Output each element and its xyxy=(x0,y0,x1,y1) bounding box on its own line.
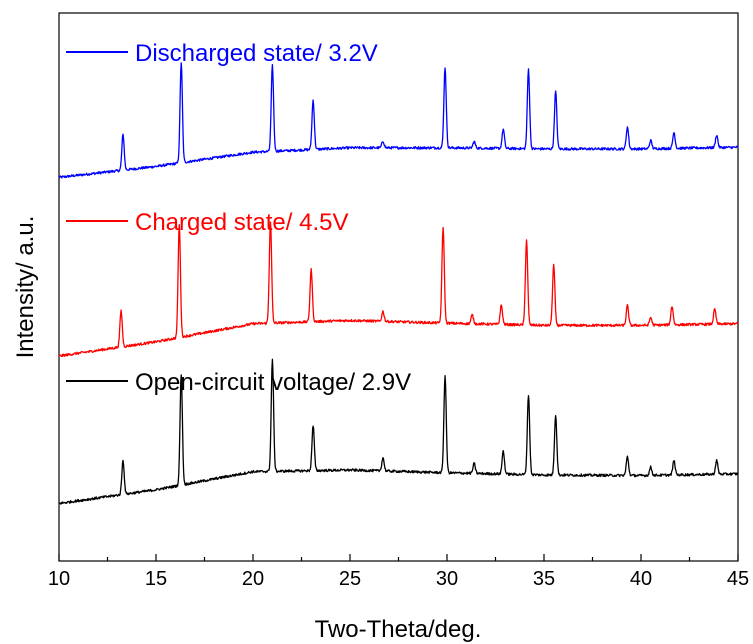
x-tick-label: 25 xyxy=(339,568,361,590)
y-axis-title: Intensity/ a.u. xyxy=(12,216,39,359)
legend-label-charged: Charged state/ 4.5V xyxy=(135,209,348,236)
x-tick-label: 35 xyxy=(533,568,555,590)
legend: Discharged state/ 3.2V Charged state/ 4.… xyxy=(66,40,411,396)
x-tick-label: 45 xyxy=(727,568,749,590)
series-line-charged xyxy=(58,221,739,358)
legend-label-ocv: Open-circuit voltage/ 2.9V xyxy=(135,369,411,396)
series-line-ocv xyxy=(58,358,739,505)
x-tick-label: 15 xyxy=(145,568,167,590)
plot-frame xyxy=(58,12,739,562)
x-axis-title: Two-Theta/deg. xyxy=(315,616,482,643)
x-axis: 10 15 20 25 30 35 40 45 xyxy=(48,554,749,590)
x-tick-label: 20 xyxy=(242,568,264,590)
series-line-discharged xyxy=(58,62,739,179)
traces xyxy=(58,62,739,505)
x-tick-label: 40 xyxy=(630,568,652,590)
x-tick-label: 10 xyxy=(48,568,70,590)
legend-label-discharged: Discharged state/ 3.2V xyxy=(135,40,378,67)
x-tick-label: 30 xyxy=(436,568,458,590)
